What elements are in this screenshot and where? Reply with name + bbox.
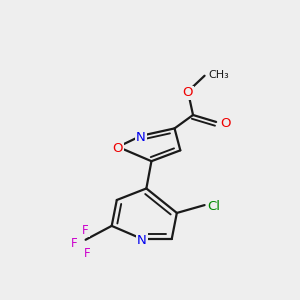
Text: O: O [220,117,231,130]
Text: N: N [136,131,146,144]
Text: O: O [183,86,193,99]
Text: F: F [71,237,77,250]
Text: N: N [137,234,147,247]
Text: F: F [84,247,91,260]
Text: O: O [113,142,123,155]
Text: CH₃: CH₃ [208,70,229,80]
Text: F: F [82,224,89,237]
Text: Cl: Cl [207,200,220,213]
